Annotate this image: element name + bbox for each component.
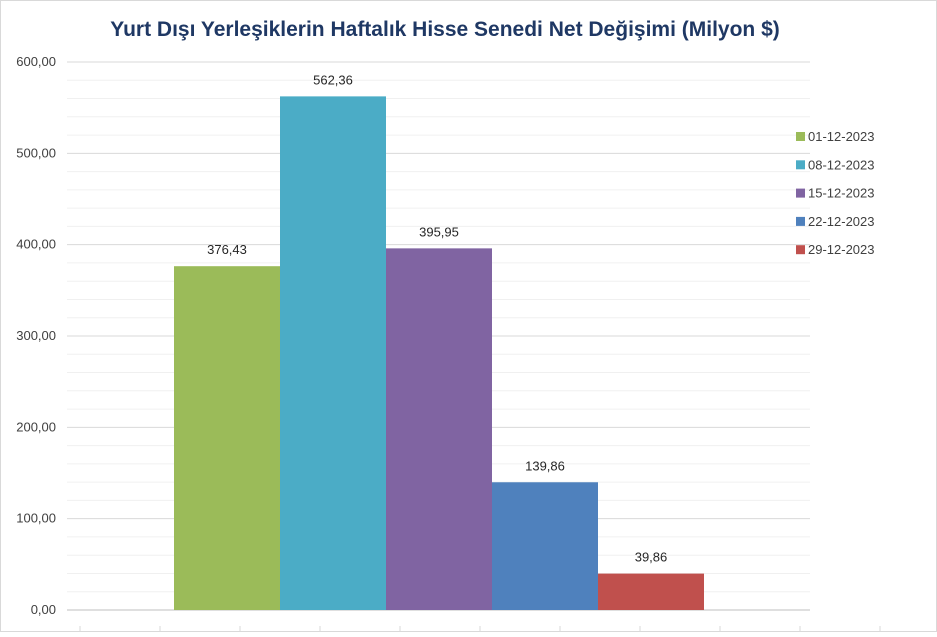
- legend: 01-12-2023 08-12-2023 15-12-2023 22-12-2023…: [796, 129, 875, 257]
- y-axis: 0,00 100,00 200,00 300,00 400,00 500,00 600,00: [16, 54, 56, 617]
- data-label-08-12-2023: 562,36: [313, 72, 353, 87]
- bars: [174, 96, 704, 610]
- legend-label-29-12-2023: 29-12-2023: [808, 242, 875, 257]
- legend-label-15-12-2023: 15-12-2023: [808, 186, 875, 201]
- legend-swatch-22-12-2023: [796, 216, 805, 226]
- y-tick-label: 300,00: [16, 328, 56, 343]
- legend-swatch-01-12-2023: [796, 132, 805, 141]
- legend-label-08-12-2023: 08-12-2023: [808, 157, 875, 172]
- chart-title: Yurt Dışı Yerleşiklerin Haftalık Hisse S…: [110, 18, 780, 41]
- legend-swatch-29-12-2023: [796, 245, 805, 255]
- data-label-01-12-2023: 376,43: [207, 242, 247, 257]
- bar-15-12-2023: [386, 248, 492, 610]
- y-tick-label: 100,00: [16, 511, 56, 526]
- legend-swatch-08-12-2023: [796, 160, 805, 170]
- bar-29-12-2023: [598, 573, 704, 610]
- legend-swatch-15-12-2023: [796, 188, 805, 198]
- y-tick-label: 200,00: [16, 419, 56, 434]
- y-tick-label: 0,00: [31, 602, 56, 617]
- data-label-22-12-2023: 139,86: [525, 458, 565, 473]
- bar-08-12-2023: [280, 96, 386, 610]
- bar-01-12-2023: [174, 266, 280, 610]
- data-labels: 376,43 562,36 395,95 139,86 39,86: [207, 72, 667, 564]
- bar-22-12-2023: [492, 482, 598, 610]
- y-tick-label: 400,00: [16, 237, 56, 252]
- data-label-15-12-2023: 395,95: [419, 224, 459, 239]
- data-label-29-12-2023: 39,86: [635, 550, 668, 565]
- legend-label-22-12-2023: 22-12-2023: [808, 214, 875, 229]
- y-tick-label: 500,00: [16, 145, 56, 160]
- y-tick-label: 600,00: [16, 54, 56, 69]
- legend-label-01-12-2023: 01-12-2023: [808, 129, 875, 144]
